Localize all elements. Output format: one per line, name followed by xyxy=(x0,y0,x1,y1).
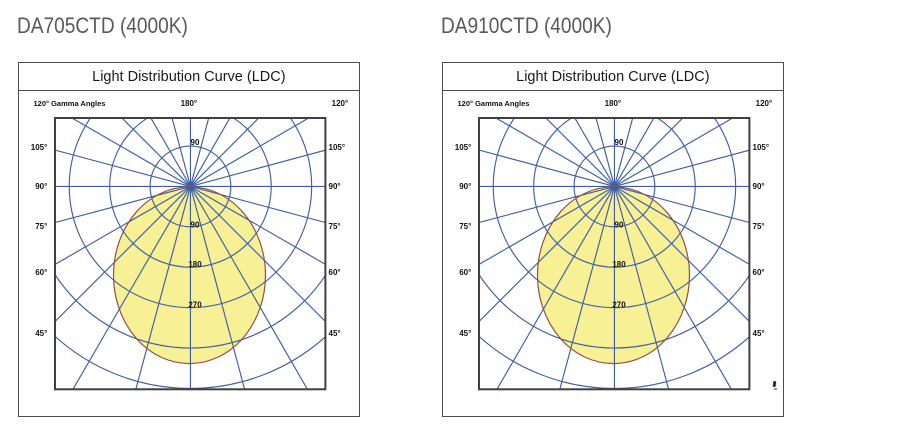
svg-text:90: 90 xyxy=(615,221,624,230)
svg-text:180: 180 xyxy=(189,260,203,269)
svg-text:90: 90 xyxy=(191,221,200,230)
svg-text:270: 270 xyxy=(613,301,627,310)
svg-text:90: 90 xyxy=(615,138,624,147)
svg-text:270: 270 xyxy=(189,301,203,310)
svg-text:180: 180 xyxy=(613,260,627,269)
svg-text:90: 90 xyxy=(191,138,200,147)
